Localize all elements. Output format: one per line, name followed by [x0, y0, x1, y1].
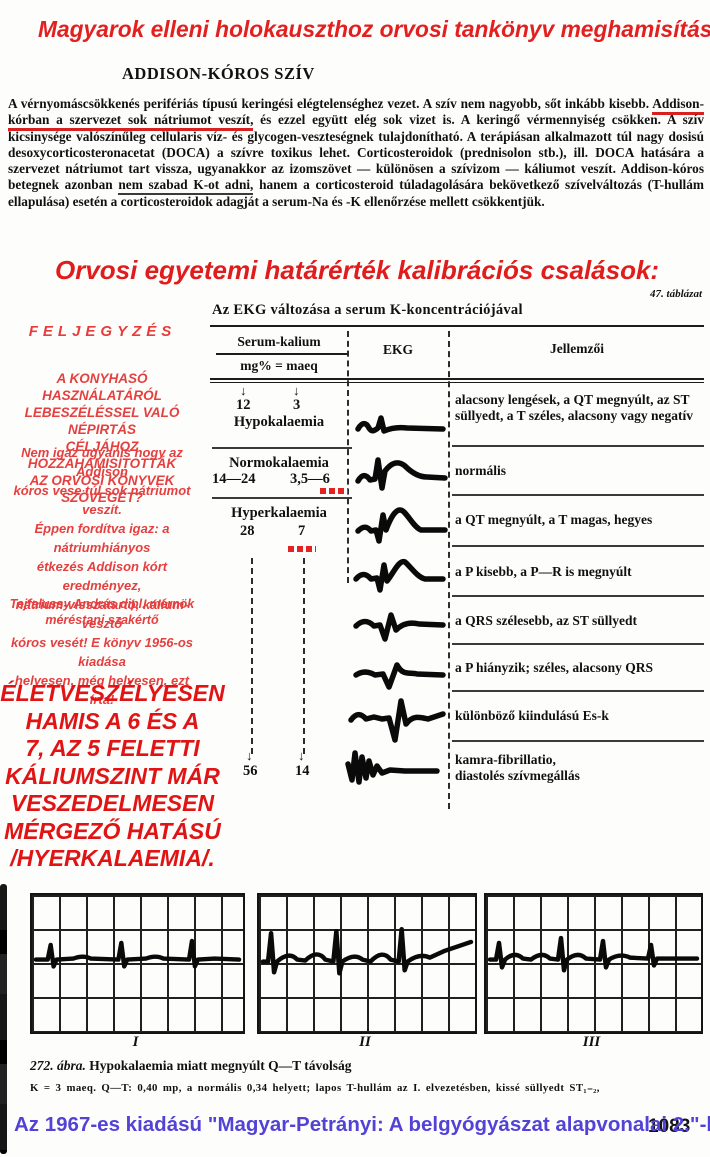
col-ekg-header: EKG — [382, 342, 413, 357]
ekg-waveform-7-icon — [348, 692, 448, 748]
hypo-maeq-value: 3 — [293, 397, 301, 413]
feature-desc-7: különböző kiindulású Es-k — [455, 708, 609, 723]
table-title: Az EKG változása a serum K-koncentrációj… — [212, 302, 523, 318]
down-arrow-icon: ↓ — [293, 383, 300, 398]
dashed-arrow-line — [251, 558, 253, 754]
ekg-strip-1 — [30, 893, 245, 1034]
banner-title: Magyarok elleni holokauszthoz orvosi tan… — [38, 16, 710, 42]
serum-header-underline — [216, 353, 348, 355]
normokalaemia-label: Normokalaemia — [229, 455, 329, 471]
figure-number: 272. ábra. — [30, 1058, 86, 1073]
ekg-waveform-3-icon — [355, 500, 450, 552]
ekg-waveform-5-icon — [353, 596, 448, 648]
table-reference: 47. táblázat — [650, 288, 702, 300]
figure-caption-text: Hypokalaemia miatt megnyúlt Q—T távolság — [85, 1058, 352, 1073]
feature-desc-8: kamra-fibrillatio, diastolés szívmegállá… — [455, 752, 580, 783]
note-title: FELJEGYZÉS — [28, 323, 177, 340]
paragraph-part-1: A vérnyomáscsökkenés perifériás típusú k… — [8, 96, 653, 111]
strip-waveform-icon — [260, 927, 474, 976]
caption-detail: K = 3 maeq. Q—T: 0,40 mp, a normális 0,3… — [30, 1082, 600, 1094]
dark-underlined-phrase: nem szabad K-ot adni, — [118, 177, 254, 196]
serum-row-rule-1 — [212, 447, 352, 449]
end-mg-value: 56 — [243, 763, 258, 779]
feature-rule-6 — [452, 690, 704, 692]
red-underlined-phrase: Addison-kórban a szervezet sok nátriumot… — [8, 96, 704, 132]
column-divider-1 — [347, 331, 349, 583]
strip-waveform-icon — [487, 935, 700, 973]
down-arrow-icon: ↓ — [240, 383, 247, 398]
feature-desc-5: a QRS szélesebb, az ST süllyedt — [455, 613, 638, 628]
column-divider-2 — [448, 331, 450, 809]
hyper-maeq-value: 7 — [298, 523, 306, 539]
edge-smudge — [0, 884, 7, 1154]
end-maeq-value: 14 — [295, 763, 310, 779]
strip-waveform-icon — [33, 938, 242, 969]
feature-desc-1: alacsony lengések, a QT megnyúlt, az ST … — [455, 392, 694, 423]
note-signature: Tejfalussy András dipl. mérnök méréstani… — [9, 597, 195, 627]
feature-desc-4: a P kisebb, a P—R is megnyúlt — [455, 564, 632, 579]
normo-maeq-value: 3,5—6 — [290, 471, 330, 487]
hypokalaemia-label: Hypokalaemia — [233, 414, 325, 430]
note-block-2: Nem igaz ugyanis hogy az Addison kóros v… — [10, 445, 194, 707]
feature-rule-7 — [452, 740, 704, 742]
figure-caption: 272. ábra. Hypokalaemia miatt megnyúlt Q… — [30, 1058, 690, 1074]
feature-desc-3: a QT megnyúlt, a T magas, hegyes — [455, 512, 653, 527]
ekg-strip-3 — [484, 893, 703, 1034]
ekg-waveform-6-icon — [353, 644, 448, 696]
ekg-strip-2 — [257, 893, 477, 1034]
ekg-waveform-4-icon — [353, 548, 448, 600]
hyperkalaemia-label: Hyperkalaemia — [231, 505, 327, 521]
col-serum-units: mg% = maeq — [240, 358, 318, 373]
red-mark-under-7 — [288, 546, 316, 552]
ekg-waveform-1-icon — [355, 399, 450, 451]
down-arrow-icon: ↓ — [298, 748, 305, 763]
note-block-1: A KONYHASÓ HASZNÁLATÁRÓL LEBESZÉLÉSSEL V… — [24, 371, 180, 505]
normo-mg-value: 14—24 — [212, 471, 256, 487]
body-paragraph: A vérnyomáscsökkenés perifériás típusú k… — [8, 96, 704, 210]
feature-rule-3 — [452, 545, 704, 547]
header-bottom-rule — [210, 378, 704, 383]
down-arrow-icon: ↓ — [246, 748, 253, 763]
dashed-arrow-line — [303, 558, 305, 754]
hypo-mg-value: 12 — [236, 397, 251, 413]
hyper-mg-value: 28 — [240, 523, 255, 539]
serum-row-rule-2 — [212, 497, 352, 499]
paragraph-part-2: és ezzel együtt elég sok vizet is. A ker… — [8, 112, 704, 193]
feature-rule-2 — [452, 494, 704, 496]
col-features-header: Jellemzői — [550, 341, 604, 356]
footer-note: Az 1967-es kiadású "Magyar-Petrányi: A b… — [14, 1113, 710, 1136]
feature-desc-2: normális — [455, 463, 507, 478]
feature-rule-4 — [452, 595, 704, 597]
feature-desc-6: a P hiányzik; széles, alacsony QRS — [455, 660, 654, 675]
ekg-waveform-8-icon — [345, 742, 445, 798]
strip-label-1: I — [132, 1034, 139, 1050]
page-number: 1083 — [648, 1116, 691, 1137]
table-top-rule — [210, 325, 704, 327]
strip-label-2: II — [359, 1034, 371, 1050]
feature-rule-5 — [452, 643, 704, 645]
warning-text: ÉLETVESZÉLYESEN HAMIS A 6 ÉS A 7, AZ 5 F… — [0, 680, 225, 871]
feature-rule-1 — [452, 445, 704, 447]
paragraph-part-3: hanem a corticosteroid túladagolására be… — [8, 177, 704, 209]
ekg-waveform-2-icon — [355, 448, 450, 500]
strip-label-3: III — [582, 1034, 601, 1050]
red-heading: Orvosi egyetemi határérték kalibrációs c… — [55, 255, 660, 285]
section-heading: ADDISON-KÓROS SZÍV — [122, 64, 315, 83]
col-serum-header: Serum-kalium — [237, 334, 321, 349]
red-mark-under-6 — [320, 488, 348, 494]
